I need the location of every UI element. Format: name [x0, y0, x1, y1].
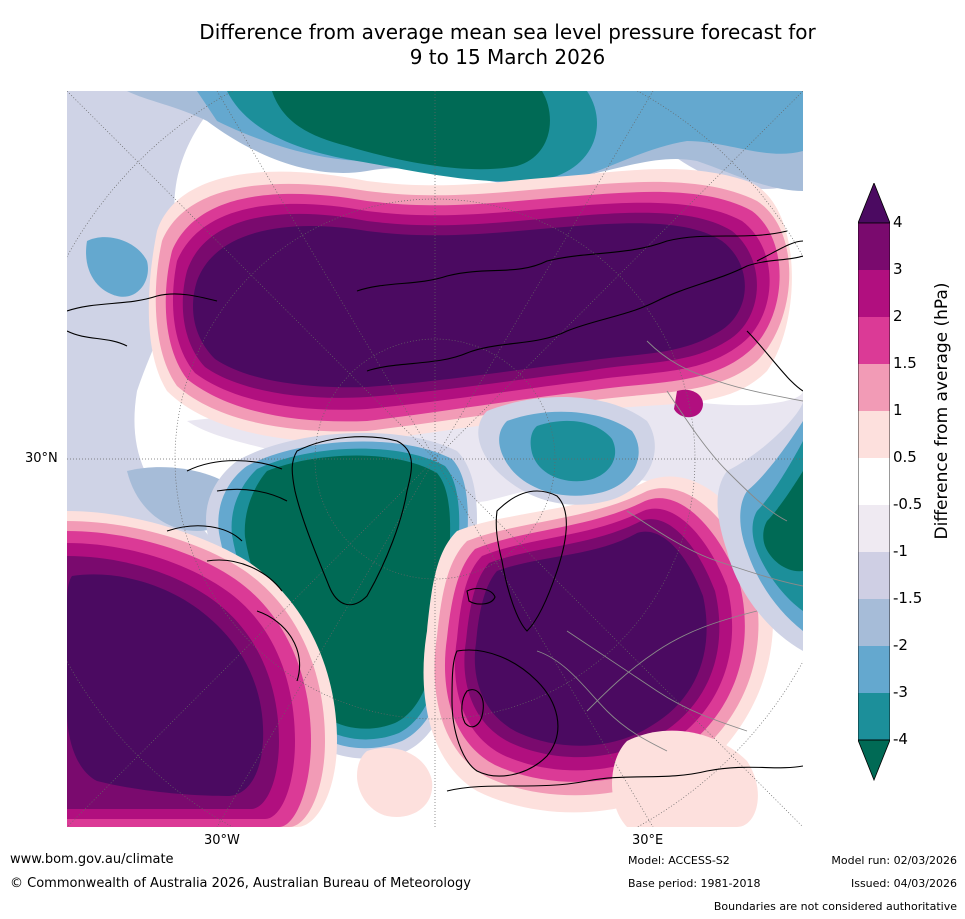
colorbar-segment — [858, 505, 890, 553]
colorbar-extend-bottom — [857, 739, 891, 782]
issued-text: Issued: 04/03/2026 — [850, 877, 957, 890]
model-run-text: Model run: 02/03/2026 — [831, 854, 957, 867]
graticule-lat-circle-inner — [314, 338, 556, 580]
colorbar-segment — [858, 693, 890, 741]
coastline-eurasia-north — [356, 230, 788, 292]
colorbar-segment — [858, 364, 890, 412]
colorbar-tick: -2 — [893, 636, 908, 654]
colorbar-segment — [858, 458, 890, 506]
pressure-anomaly-map — [67, 91, 803, 827]
colorbar-label-text: Difference from average (hPa) — [932, 282, 952, 540]
colorbar-segment — [858, 317, 890, 365]
coastline-arctic-canada — [166, 460, 301, 682]
coastline-greenland — [291, 436, 412, 606]
colorbar-segment — [858, 599, 890, 647]
boundary-europe-3 — [586, 610, 758, 712]
coastlines — [67, 230, 803, 792]
lon-label-30w: 30°W — [204, 833, 240, 848]
colorbar-tick: -1 — [893, 542, 908, 560]
colorbar-tick: -1.5 — [893, 589, 923, 607]
coastline-iceland — [466, 588, 496, 605]
anomaly-pos-north-island — [674, 389, 703, 418]
anomaly-pos-south-weak — [357, 747, 433, 817]
colorbar-tick: 2 — [893, 307, 903, 325]
anomaly-neg-blue-patch-west — [86, 237, 148, 297]
anomaly-pos-europe-core — [474, 531, 707, 746]
title-line-1: Difference from average mean sea level p… — [199, 20, 816, 44]
coastline-mediterranean — [446, 765, 803, 792]
colorbar — [857, 181, 891, 787]
boundary-asia-1 — [626, 510, 803, 587]
colorbar-segment — [858, 552, 890, 600]
title-line-2: 9 to 15 March 2026 — [409, 45, 606, 69]
coastline-siberia — [366, 255, 803, 372]
disclaimer-text: Boundaries are not considered authoritat… — [713, 900, 957, 913]
anomaly-neg-weak-west — [67, 91, 227, 561]
model-text: Model: ACCESS-S2 — [628, 854, 730, 867]
boundary-europe-1 — [536, 650, 668, 752]
anomaly-neg-barents-teal — [530, 420, 616, 482]
colorbar-tick: -0.5 — [893, 495, 923, 513]
graticule-meridian-diagonal-2 — [67, 91, 803, 827]
colorbar-tick: 1.5 — [893, 354, 917, 372]
colorbar-tick: 3 — [893, 260, 903, 278]
coastline-europe — [451, 649, 559, 777]
chart-title: Difference from average mean sea level p… — [0, 20, 965, 70]
coastline-scandinavia — [495, 490, 567, 632]
colorbar-segment — [858, 270, 890, 318]
anomaly-neg-east-core — [763, 471, 803, 572]
copyright-text: © Commonwealth of Australia 2026, Austra… — [10, 876, 471, 891]
lon-label-30e: 30°E — [632, 833, 664, 848]
colorbar-tick: 4 — [893, 213, 903, 231]
colorbar-tick: -3 — [893, 683, 908, 701]
colorbar-segments — [858, 223, 890, 741]
boundary-europe-2 — [566, 630, 748, 732]
colorbar-tick: -4 — [893, 730, 908, 748]
anomaly-pos-north-core — [192, 223, 745, 388]
anomaly-pos-pacific-core — [67, 574, 264, 796]
colorbar-tick: 0.5 — [893, 448, 917, 466]
colorbar-segment — [858, 411, 890, 459]
colorbar-segment — [858, 223, 890, 271]
colorbar-segment — [858, 646, 890, 694]
colorbar-extend-top — [857, 181, 891, 224]
base-period-text: Base period: 1981-2018 — [628, 877, 761, 890]
lat-label-30n: 30°N — [25, 451, 58, 466]
website-link[interactable]: www.bom.gov.au/climate — [10, 852, 174, 867]
anomaly-neg-top-core — [272, 91, 550, 170]
colorbar-svg — [857, 181, 891, 782]
boundary-russia — [646, 340, 803, 402]
coastline-uk — [461, 689, 484, 728]
coastline-asia-east — [746, 240, 803, 392]
coastline-alaska — [67, 293, 218, 347]
country-boundaries — [536, 340, 803, 752]
anomaly-pos-southeast-weak — [612, 730, 758, 827]
map-canvas — [67, 91, 803, 827]
colorbar-tick: 1 — [893, 401, 903, 419]
boundary-asia-2 — [666, 390, 788, 522]
